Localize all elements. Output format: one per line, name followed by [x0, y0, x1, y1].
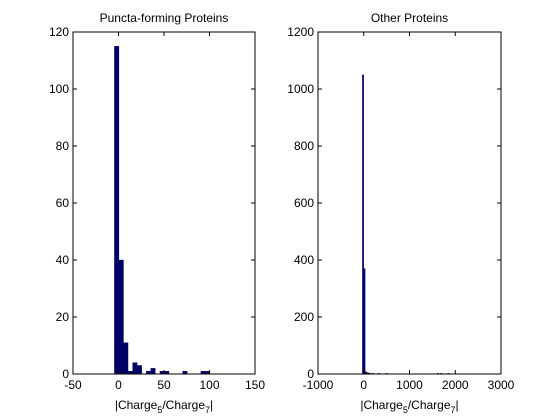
- x-tick-label: 1000: [396, 378, 423, 392]
- x-tick-label: 0: [115, 378, 122, 392]
- x-tick-label: 100: [199, 378, 219, 392]
- y-tick-label: 400: [294, 253, 314, 267]
- x-tick-label: -1000: [303, 378, 334, 392]
- x-tick-label: 0: [360, 378, 367, 392]
- y-tick-label: 800: [294, 139, 314, 153]
- y-tick-label: 600: [294, 196, 314, 210]
- histogram-bar: [118, 259, 124, 375]
- y-tick-label: 200: [294, 310, 314, 324]
- y-tick-label: 1200: [287, 25, 314, 39]
- left-histogram-panel: -50 0 50 100 150020406080100120Puncta-formin…: [49, 11, 265, 415]
- histogram-bar: [132, 362, 138, 375]
- right-histogram-panel: -1000 0 1000 2000 3000020040060080010001200O…: [287, 11, 514, 415]
- y-tick-label: 40: [56, 253, 70, 267]
- y-tick-label: 60: [56, 196, 70, 210]
- x-tick-label: 3000: [488, 378, 515, 392]
- y-tick-label: 120: [49, 25, 69, 39]
- x-axis-label: |Charge5/Charge7|: [360, 398, 458, 415]
- histogram-bar: [150, 368, 156, 375]
- y-tick-label: 100: [49, 82, 69, 96]
- x-tick-label: 50: [157, 378, 171, 392]
- histogram-bar: [114, 46, 120, 375]
- histogram-bar: [123, 342, 129, 375]
- y-tick-label: 80: [56, 139, 70, 153]
- histogram-bar: [363, 268, 366, 375]
- histogram-bar: [137, 365, 142, 375]
- axes-frame: [72, 31, 256, 375]
- y-tick-label: 0: [307, 367, 314, 381]
- chart-title: Other Proteins: [371, 11, 448, 25]
- x-tick-label: 2000: [442, 378, 469, 392]
- histogram-bar: [362, 74, 364, 375]
- x-axis-label: |Charge5/Charge7|: [115, 398, 213, 415]
- y-tick-label: 20: [56, 310, 70, 324]
- chart-title: Puncta-forming Proteins: [100, 11, 229, 25]
- x-tick-label: -50: [64, 378, 82, 392]
- y-tick-label: 1000: [287, 82, 314, 96]
- axes-frame: [317, 31, 502, 375]
- y-tick-label: 0: [62, 367, 69, 381]
- x-tick-label: 150: [245, 378, 265, 392]
